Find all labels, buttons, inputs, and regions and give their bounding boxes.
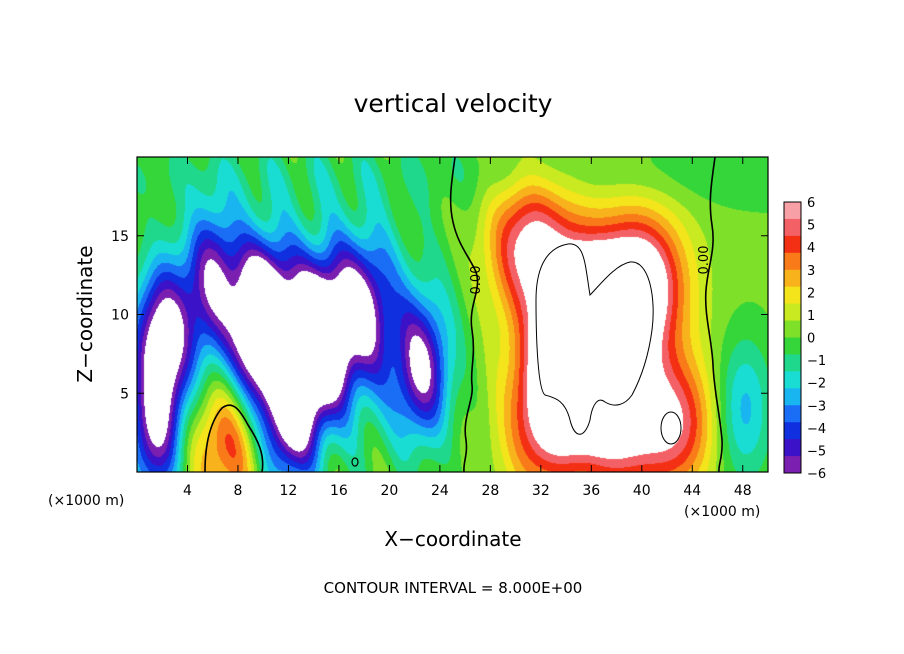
colorbar-label: −4 <box>807 422 826 437</box>
chart-title: vertical velocity <box>354 89 553 118</box>
colorbar-swatch <box>784 388 801 406</box>
updraft-core-contour <box>535 243 654 435</box>
colorbar-label: −5 <box>807 444 826 459</box>
colorbar-label: 3 <box>807 264 815 279</box>
y-tick-label: 15 <box>111 229 129 245</box>
colorbar-swatch <box>784 405 801 423</box>
x-unit-right: (×1000 m) <box>684 504 760 520</box>
contour-label-right: 0.00 <box>697 246 712 275</box>
colorbar-label: −6 <box>807 467 826 482</box>
zero-contour-left <box>449 156 479 473</box>
x-tick-label: 48 <box>734 483 752 499</box>
zero-contour-right <box>704 156 723 473</box>
contour-interval-note: CONTOUR INTERVAL = 8.000E+00 <box>324 579 583 597</box>
colorbar-swatch <box>784 303 801 322</box>
colorbar-swatch <box>784 354 801 372</box>
colorbar-label: 4 <box>807 241 815 256</box>
colorbar-label: −3 <box>807 399 826 414</box>
colorbar-swatch <box>784 235 801 254</box>
colorbar-swatch <box>784 269 801 288</box>
colorbar-label: 2 <box>807 286 815 301</box>
colorbar-swatch <box>784 337 801 355</box>
colorbar-swatch <box>784 218 801 237</box>
y-axis-label: Z−coordinate <box>73 245 97 382</box>
x-tick-label: 44 <box>683 483 701 499</box>
colorbar-swatch <box>784 439 801 457</box>
colorbar-label: 1 <box>807 309 815 324</box>
x-tick-label: 20 <box>380 483 398 499</box>
x-tick-label: 40 <box>633 483 651 499</box>
colorbar-swatch <box>784 422 801 440</box>
colorbar-swatch <box>784 320 801 338</box>
x-axis-label: X−coordinate <box>384 527 521 551</box>
colorbar-swatch <box>784 286 801 305</box>
y-tick-label: 10 <box>111 308 129 324</box>
x-tick-label: 24 <box>431 483 449 499</box>
x-tick-label: 28 <box>481 483 499 499</box>
colorbar: 6 5 4 3 2 1 0 −1 −2 −3 −4 −5 −6 <box>783 196 826 482</box>
x-tick-label: 36 <box>582 483 600 499</box>
colorbar-swatch <box>784 456 801 474</box>
x-tick-label: 16 <box>330 483 348 499</box>
zero-contour-low-left <box>204 404 264 473</box>
updraft-small-contour <box>660 411 682 445</box>
x-tick-label: 8 <box>233 483 242 499</box>
colorbar-label: 0 <box>807 332 815 347</box>
colorbar-label: 6 <box>807 196 815 211</box>
colorbar-label: 5 <box>807 219 815 234</box>
x-axis-ticks: 4 8 12 16 20 24 28 32 36 40 44 48 <box>183 157 752 499</box>
y-tick-label: 5 <box>120 386 129 402</box>
colorbar-swatch <box>784 252 801 271</box>
contour-label-left: 0.00 <box>469 266 484 295</box>
x-tick-label: 32 <box>532 483 550 499</box>
colorbar-frame <box>783 201 802 474</box>
x-tick-label: 4 <box>183 483 192 499</box>
y-axis-ticks: 5 10 15 <box>111 229 768 402</box>
colorbar-label: −2 <box>807 377 826 392</box>
colorbar-label: −1 <box>807 354 826 369</box>
zero-contours: 0.00 0.00 <box>204 156 723 473</box>
colorbar-swatch <box>784 202 801 220</box>
colorbar-swatch <box>784 371 801 389</box>
small-contour-ring <box>351 457 359 467</box>
plot-area-field <box>137 157 768 472</box>
x-tick-label: 12 <box>280 483 298 499</box>
x-unit-left: (×1000 m) <box>48 493 124 509</box>
